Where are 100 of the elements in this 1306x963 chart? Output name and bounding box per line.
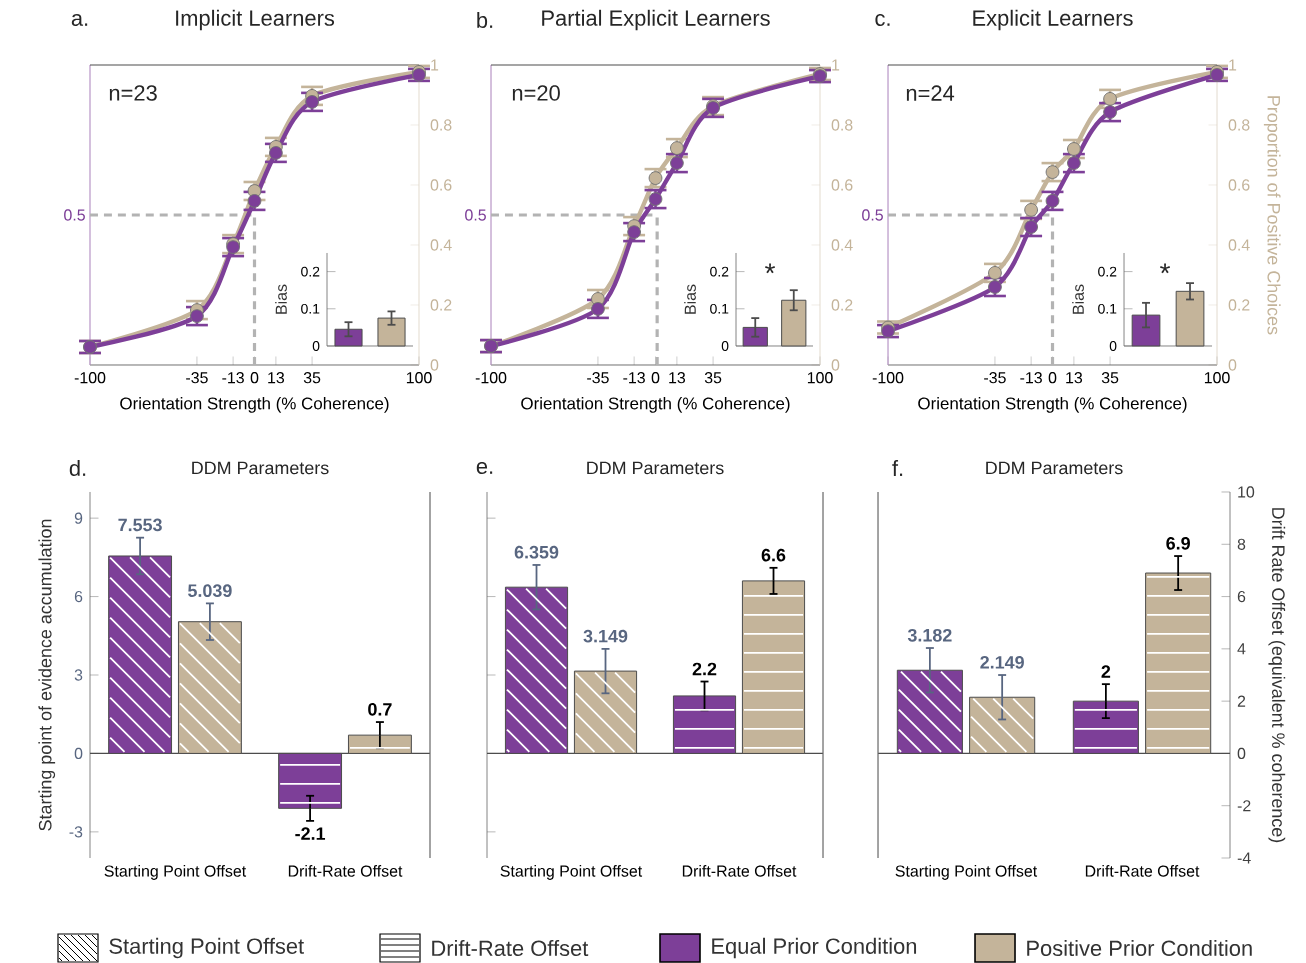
y2-tick-label: 1 <box>431 59 439 71</box>
x-tick-label: -35 <box>587 372 609 384</box>
chart-title: DDM Parameters <box>986 461 1123 475</box>
y2-tick-label: 0 <box>1237 747 1246 760</box>
y2-tick-label: 0 <box>831 359 840 371</box>
y-tick-label: 0 <box>721 341 729 351</box>
y2-tick-label: 0.4 <box>430 239 452 251</box>
annotation: n=24 <box>906 85 955 101</box>
chart-title: Implicit Learners <box>176 9 335 31</box>
x-axis-title: Orientation Strength (% Coherence) <box>918 396 1187 413</box>
y-axis-title: Bias <box>684 284 696 314</box>
annotation: n=23 <box>109 85 157 101</box>
y-tick-label: 0.1 <box>1098 303 1117 314</box>
x-tick-label: 35 <box>704 372 722 384</box>
y-axis-title: Bias <box>275 284 287 314</box>
y2-tick-label: 0 <box>430 359 439 371</box>
x-tick-label: Drift-Rate Offset <box>1085 865 1200 877</box>
y-tick-label: 9 <box>74 512 83 524</box>
x-tick-label: -13 <box>222 372 244 384</box>
data-label: -2.1 <box>295 827 326 840</box>
x-axis-title: Orientation Strength (% Coherence) <box>120 396 389 413</box>
y2-tick-label: 0 <box>1228 359 1237 371</box>
y2-tick-label: 8 <box>1237 538 1246 550</box>
y2-tick-label: 0.8 <box>430 119 452 131</box>
chart-title: Explicit Learners <box>973 9 1133 31</box>
data-label: 7.553 <box>118 518 162 532</box>
y2-axis-title: Drift Rate Offset (equivalent % coherence) <box>1268 508 1286 843</box>
y2-tick-label: 0.8 <box>1228 119 1250 131</box>
chart-title: DDM Parameters <box>192 461 329 475</box>
y2-axis-title: Proportion of Positive Choices <box>1263 96 1281 335</box>
x-tick-label: -35 <box>186 372 208 384</box>
y-tick-label: -3 <box>69 826 83 838</box>
x-tick-label: -100 <box>74 372 106 384</box>
legend-label: Equal Prior Condition <box>712 937 917 959</box>
x-tick-label: 35 <box>1101 372 1119 384</box>
y2-tick-label: 10 <box>1238 486 1255 498</box>
y-tick-label: 0.2 <box>301 266 320 277</box>
x-tick-label: Starting Point Offset <box>104 865 247 880</box>
y-tick-label: 0.1 <box>710 303 729 314</box>
x-tick-label: Drift-Rate Offset <box>682 865 797 877</box>
x-tick-label: 13 <box>669 372 686 384</box>
y-tick-label: 0 <box>74 747 83 760</box>
y2-tick-label: -4 <box>1237 852 1251 864</box>
data-label: 3.149 <box>583 629 628 643</box>
data-label: 2.149 <box>980 655 1024 669</box>
ref-line-label: 0.5 <box>64 209 85 221</box>
y-tick-label: 0 <box>1109 341 1117 351</box>
y2-tick-label: 0.6 <box>1228 179 1250 191</box>
x-tick-label: -100 <box>872 372 904 384</box>
annotation: * <box>1160 263 1171 274</box>
y2-tick-label: 6 <box>1237 590 1246 603</box>
y2-tick-label: 0.2 <box>430 299 452 311</box>
chart-title: Partial Explicit Learners <box>542 9 770 31</box>
data-label: 5.039 <box>188 584 232 597</box>
y2-tick-label: 2 <box>1237 695 1246 707</box>
x-tick-label: -100 <box>475 372 507 384</box>
ref-line-label: 0.5 <box>862 209 883 221</box>
data-label: 2.2 <box>692 662 717 676</box>
category-label: Drift-Rate Offset <box>432 939 589 957</box>
text: c. <box>875 14 890 26</box>
data-label: 6.6 <box>761 548 786 562</box>
data-label: 6.359 <box>514 545 559 559</box>
y2-tick-label: -2 <box>1237 800 1251 812</box>
text: e. <box>476 462 493 474</box>
x-tick-label: -13 <box>623 372 645 384</box>
y2-tick-label: 0.4 <box>1228 239 1250 251</box>
y-tick-label: 0.2 <box>1098 266 1117 277</box>
y2-tick-label: 0.6 <box>831 179 853 191</box>
y-tick-label: 0.1 <box>301 303 320 314</box>
annotation: n=20 <box>512 85 560 101</box>
y2-tick-label: 1 <box>1229 59 1237 71</box>
x-tick-label: Starting Point Offset <box>895 865 1038 880</box>
x-tick-label: 0 <box>250 372 259 384</box>
y2-tick-label: 0.2 <box>831 299 853 311</box>
x-axis-title: Orientation Strength (% Coherence) <box>521 396 790 413</box>
chart-title: DDM Parameters <box>587 461 724 475</box>
text: d. <box>69 459 86 477</box>
data-label: 6.9 <box>1166 536 1190 550</box>
category-label: Starting Point Offset <box>109 937 304 959</box>
y2-tick-label: 0.6 <box>430 179 452 191</box>
x-tick-label: 0 <box>651 372 660 384</box>
x-tick-label: -35 <box>984 372 1006 384</box>
text: f. <box>892 460 903 476</box>
x-tick-label: 13 <box>268 372 285 384</box>
y-axis-title: Starting point of evidence accumulation <box>38 519 56 831</box>
data-label: 0.7 <box>368 702 392 716</box>
y2-tick-label: 0.8 <box>831 119 853 131</box>
text: a. <box>71 14 88 26</box>
x-tick-label: 100 <box>807 372 833 384</box>
y2-tick-label: 4 <box>1237 643 1246 655</box>
y2-tick-label: 0.2 <box>1228 299 1250 311</box>
x-tick-label: 13 <box>1066 372 1083 384</box>
text: b. <box>477 11 493 29</box>
y-tick-label: 0 <box>312 341 320 351</box>
annotation: * <box>765 263 776 274</box>
y2-tick-label: 1 <box>832 59 840 71</box>
x-tick-label: 35 <box>303 372 321 384</box>
y-tick-label: 0.2 <box>710 266 729 277</box>
x-tick-label: 100 <box>1204 372 1230 384</box>
y-axis-title: Bias <box>1072 284 1084 314</box>
